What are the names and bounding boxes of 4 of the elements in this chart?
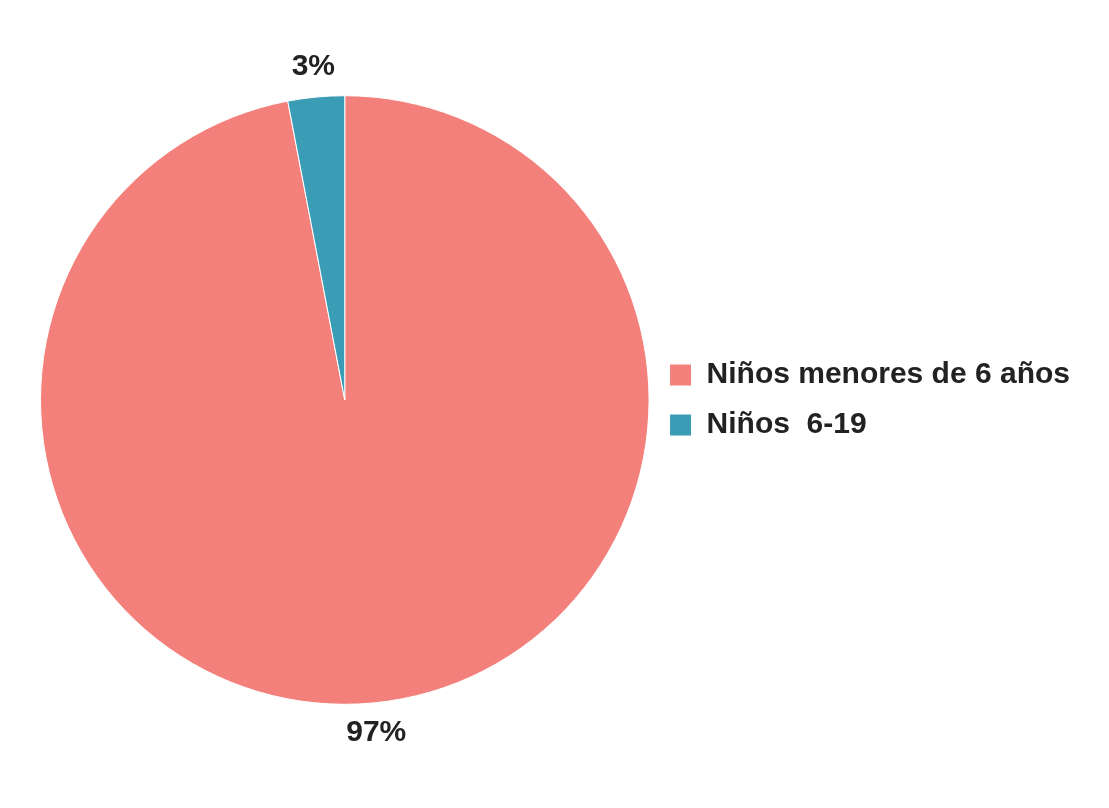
data-label: 97% bbox=[346, 714, 407, 748]
legend-label: Niños 6-19 bbox=[706, 406, 867, 440]
legend-label: Niños menores de 6 años bbox=[706, 356, 1071, 390]
data-label: 3% bbox=[291, 48, 335, 82]
